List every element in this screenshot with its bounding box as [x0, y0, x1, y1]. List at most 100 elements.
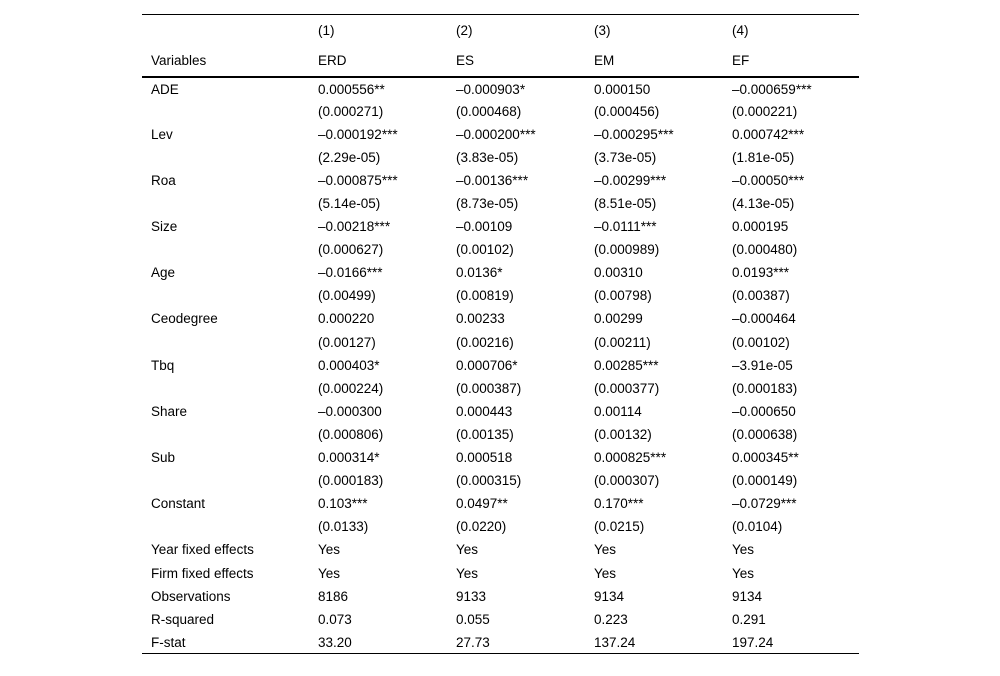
se-cell: (0.0104)	[732, 519, 783, 535]
summary-value-cell: Yes	[594, 565, 617, 581]
summary-value-cell: 8186	[318, 588, 349, 604]
coef-row-ceodegree: Ceodegree 0.000220 0.00233 0.00299 –0.00…	[142, 307, 859, 330]
coef-cell: 0.00114	[594, 403, 642, 419]
coef-cell: 0.0193***	[732, 265, 790, 281]
coef-cell: –0.0111***	[594, 219, 657, 235]
se-cell: (0.000387)	[456, 380, 522, 396]
row-label-cell	[142, 331, 318, 354]
coef-cell: –0.000200***	[456, 126, 536, 142]
row-label-cell	[142, 377, 318, 400]
se-cell: (2.29e-05)	[318, 149, 381, 165]
coef-cell: –0.000464	[732, 311, 796, 327]
se-cell: (0.000315)	[456, 473, 522, 489]
coef-cell: 0.000443	[456, 403, 513, 419]
coef-row-tbq: Tbq 0.000403* 0.000706* 0.00285*** –3.91…	[142, 354, 859, 377]
regression-table: (1) (2) (3) (4) Variables ERD ES EM EF A…	[142, 14, 859, 655]
se-cell: (5.14e-05)	[318, 196, 381, 212]
row-label-cell: Year fixed effects	[151, 542, 254, 558]
coef-row-age: Age –0.0166*** 0.0136* 0.00310 0.0193***	[142, 261, 859, 284]
coef-cell: 0.000518	[456, 450, 513, 466]
coef-cell: 0.000706*	[456, 357, 518, 373]
coef-cell: –0.000192***	[318, 126, 398, 142]
row-label-cell	[142, 423, 318, 446]
model-number-cell: (4)	[732, 22, 749, 38]
coef-cell: –0.000875***	[318, 172, 398, 188]
se-cell: (0.000224)	[318, 380, 384, 396]
summary-value-cell: 0.223	[594, 611, 628, 627]
coef-cell: 0.00285***	[594, 357, 659, 373]
se-cell: (0.0215)	[594, 519, 645, 535]
summary-value-cell: 0.055	[456, 611, 490, 627]
se-cell: (8.51e-05)	[594, 196, 657, 212]
se-cell: (8.73e-05)	[456, 196, 519, 212]
row-label-cell: ADE	[151, 82, 179, 98]
coef-cell: 0.000195	[732, 219, 789, 235]
summary-row-r-squared: R-squared 0.073 0.055 0.223 0.291	[142, 608, 859, 631]
coef-cell: –0.000659***	[732, 82, 812, 98]
model-name-cell: EF	[732, 45, 859, 78]
coef-cell: –0.000903*	[456, 82, 526, 98]
se-cell: (0.000468)	[456, 103, 522, 119]
se-row-ade: (0.000271) (0.000468) (0.000456) (0.0002…	[142, 100, 859, 123]
coef-cell: 0.000556**	[318, 82, 385, 98]
table-body: ADE 0.000556** –0.000903* 0.000150 –0.00…	[142, 77, 859, 654]
summary-value-cell: 197.24	[732, 634, 774, 650]
row-label-cell: Lev	[151, 126, 173, 142]
coef-cell: –0.00109	[456, 219, 513, 235]
model-name-cell: EM	[594, 45, 732, 78]
se-cell: (0.000638)	[732, 426, 798, 442]
row-label-cell	[142, 284, 318, 307]
row-label-cell: Sub	[151, 450, 176, 466]
summary-row-f-stat: F-stat 33.20 27.73 137.24 197.24	[142, 631, 859, 654]
coef-cell: –0.00299***	[594, 172, 667, 188]
coef-cell: 0.170***	[594, 496, 644, 512]
summary-value-cell: Yes	[318, 565, 341, 581]
se-cell: (0.000271)	[318, 103, 384, 119]
coef-cell: 0.000314*	[318, 450, 380, 466]
se-row-sub: (0.000183) (0.000315) (0.000307) (0.0001…	[142, 469, 859, 492]
se-row-roa: (5.14e-05) (8.73e-05) (8.51e-05) (4.13e-…	[142, 192, 859, 215]
se-row-tbq: (0.000224) (0.000387) (0.000377) (0.0001…	[142, 377, 859, 400]
coef-cell: –3.91e-05	[732, 357, 793, 373]
row-label-cell	[142, 192, 318, 215]
coef-cell: –0.0729***	[732, 496, 797, 512]
se-cell: (4.13e-05)	[732, 196, 795, 212]
summary-value-cell: 137.24	[594, 634, 636, 650]
se-cell: (0.000183)	[732, 380, 798, 396]
model-name-cell: ES	[456, 45, 594, 78]
coef-cell: 0.000150	[594, 82, 651, 98]
coef-cell: –0.000300	[318, 403, 382, 419]
empty-header-cell	[142, 15, 318, 46]
se-row-age: (0.00499) (0.00819) (0.00798) (0.00387)	[142, 284, 859, 307]
summary-row-firm-fe: Firm fixed effects Yes Yes Yes Yes	[142, 561, 859, 584]
row-label-cell: Firm fixed effects	[151, 565, 254, 581]
row-label-cell	[142, 515, 318, 538]
coef-row-sub: Sub 0.000314* 0.000518 0.000825*** 0.000…	[142, 446, 859, 469]
se-cell: (0.00132)	[594, 426, 652, 442]
summary-value-cell: Yes	[732, 542, 755, 558]
se-cell: (0.00387)	[732, 288, 790, 304]
summary-value-cell: Yes	[594, 542, 617, 558]
summary-row-observations: Observations 8186 9133 9134 9134	[142, 585, 859, 608]
summary-value-cell: Yes	[732, 565, 755, 581]
variables-header-cell: Variables	[142, 45, 318, 78]
coef-row-roa: Roa –0.000875*** –0.00136*** –0.00299***…	[142, 169, 859, 192]
se-cell: (0.00499)	[318, 288, 376, 304]
coef-cell: 0.000825***	[594, 450, 667, 466]
se-cell: (0.00127)	[318, 334, 376, 350]
se-cell: (0.00211)	[594, 334, 651, 350]
coef-cell: 0.00299	[594, 311, 643, 327]
se-row-size: (0.000627) (0.00102) (0.000989) (0.00048…	[142, 238, 859, 261]
model-number-row: (1) (2) (3) (4)	[142, 15, 859, 46]
row-label-cell: Age	[151, 265, 176, 281]
se-cell: (1.81e-05)	[732, 149, 795, 165]
se-row-ceodegree: (0.00127) (0.00216) (0.00211) (0.00102)	[142, 331, 859, 354]
row-label-cell	[142, 100, 318, 123]
row-label-cell: F-stat	[151, 634, 186, 650]
se-cell: (0.00135)	[456, 426, 514, 442]
se-row-share: (0.000806) (0.00135) (0.00132) (0.000638…	[142, 423, 859, 446]
summary-value-cell: 33.20	[318, 634, 352, 650]
coef-row-constant: Constant 0.103*** 0.0497** 0.170*** –0.0…	[142, 492, 859, 515]
model-number-cell: (3)	[594, 22, 611, 38]
se-cell: (0.000377)	[594, 380, 660, 396]
